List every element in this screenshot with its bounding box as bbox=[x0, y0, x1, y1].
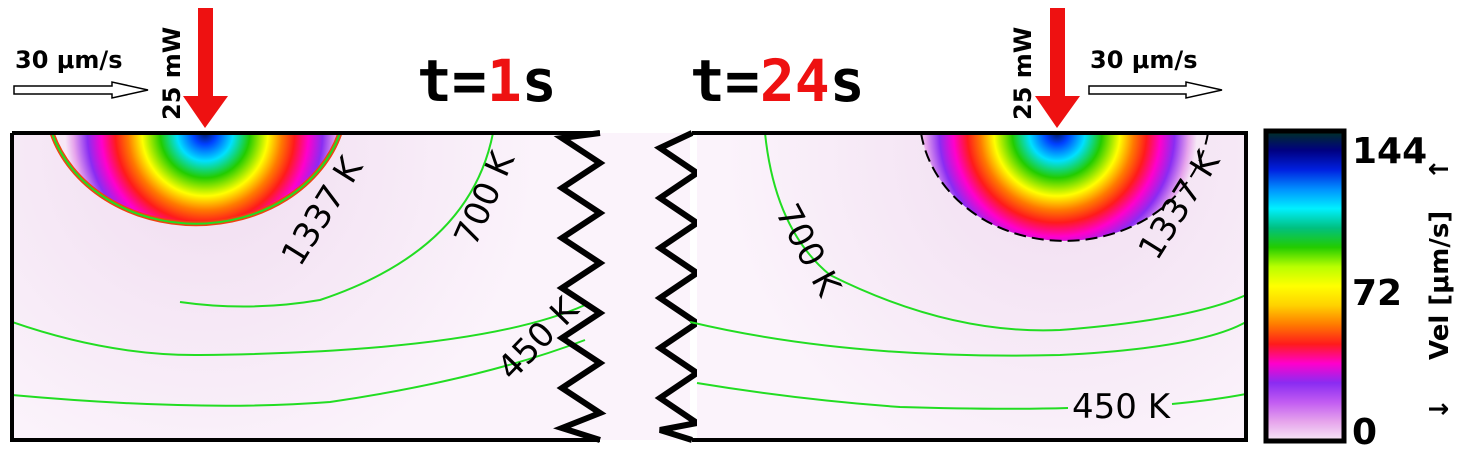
left-time-prefix: t= bbox=[417, 47, 487, 115]
right-isotherm-700-arc bbox=[764, 133, 831, 276]
colorbar bbox=[1263, 128, 1347, 444]
left-frame bbox=[10, 133, 600, 442]
colorbar-label: Vel [μm/s] bbox=[1425, 210, 1455, 360]
right-melt-boundary bbox=[920, 133, 1209, 242]
right-label-450: 450 K bbox=[1072, 387, 1172, 427]
right-laser-arrow bbox=[1035, 8, 1080, 128]
right-isotherm-450-left bbox=[696, 382, 1069, 410]
right-frame bbox=[692, 131, 1248, 442]
left-isotherm-450 bbox=[12, 339, 586, 407]
left-break-zigzag bbox=[553, 130, 607, 443]
colorbar-frame bbox=[1263, 128, 1347, 444]
left-melt-pool bbox=[52, 133, 340, 224]
left-scan-speed: 30 μm/s bbox=[15, 46, 123, 74]
left-isotherm-1337 bbox=[51, 133, 341, 225]
right-time-unit: s bbox=[829, 47, 865, 115]
right-scan-arrow bbox=[1088, 81, 1223, 99]
left-time-value: 1 bbox=[486, 47, 522, 115]
left-laser-power: 25 mW bbox=[158, 26, 186, 120]
right-laser-power: 25 mW bbox=[1009, 26, 1037, 120]
colorbar-tick-min: 0 bbox=[1352, 412, 1378, 453]
left-time-unit: s bbox=[521, 47, 557, 115]
right-break-zigzag bbox=[653, 130, 705, 443]
colorbar-tick-mid: 72 bbox=[1352, 273, 1403, 314]
left-time-title: t=1s bbox=[417, 52, 557, 110]
colorbar-fill bbox=[1266, 131, 1344, 441]
right-isotherm-700-outer bbox=[829, 274, 1246, 332]
right-scan-speed: 30 μm/s bbox=[1090, 46, 1198, 74]
right-time-prefix: t= bbox=[690, 47, 760, 115]
left-isotherm-700-arc bbox=[179, 133, 494, 308]
left-panel: 1337 K 700 K 450 K bbox=[10, 131, 600, 442]
right-isotherm-450-right bbox=[1171, 393, 1246, 405]
right-melt-pool bbox=[921, 133, 1208, 241]
left-scan-arrow bbox=[13, 81, 149, 99]
colorbar-up-arrow: ↑ bbox=[1425, 158, 1455, 180]
right-isotherm-600 bbox=[690, 321, 1246, 357]
right-time-value: 24 bbox=[759, 47, 830, 115]
colorbar-down-arrow: ↓ bbox=[1425, 398, 1455, 420]
left-laser-arrow bbox=[183, 8, 228, 128]
right-panel: 1337 K 700 K 450 K bbox=[690, 131, 1248, 442]
colorbar-tick-max: 144 bbox=[1352, 131, 1428, 172]
right-time-title: t=24s bbox=[690, 52, 865, 110]
left-isotherm-700-outer bbox=[12, 304, 586, 357]
